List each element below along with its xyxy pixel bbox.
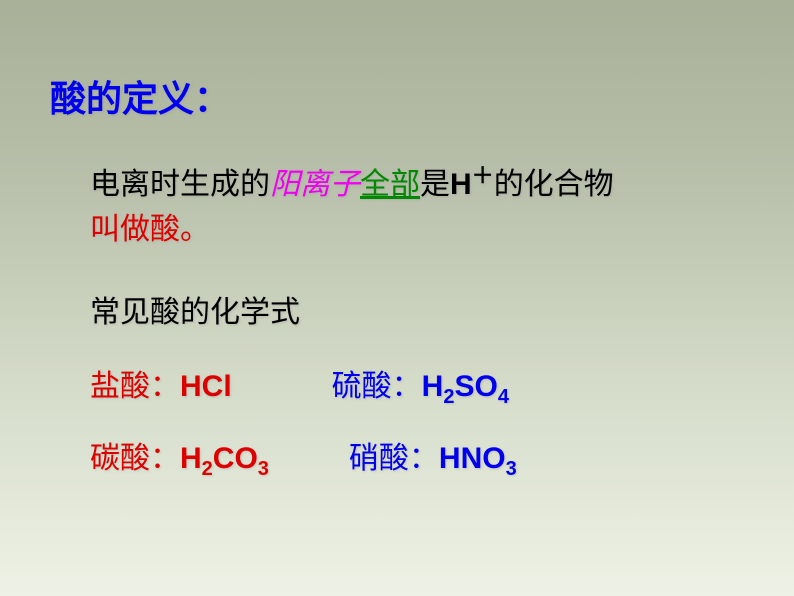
hno3-3: 3 <box>506 458 517 480</box>
hcl-formula: HCl <box>180 370 232 403</box>
h2so4-h: H <box>422 370 444 403</box>
h2so4-2: 2 <box>443 386 454 408</box>
acid-row-1: 盐酸：HCl 硫酸：H2SO4 <box>90 361 744 405</box>
hno3-hno: HNO <box>439 442 506 475</box>
def-called: 叫做酸。 <box>90 213 210 246</box>
hcl-label: 盐酸： <box>90 361 180 405</box>
def-is: 是 <box>420 168 450 201</box>
def-all: 全部 <box>360 168 420 201</box>
hplus-plus: ＋ <box>472 163 494 188</box>
h2co3-h: H <box>180 442 202 475</box>
slide-title: 酸的定义： <box>50 70 744 122</box>
h2so4-formula: H2SO4 <box>422 370 509 403</box>
acid-row-2: 碳酸：H2CO3硝酸：HNO3 <box>90 433 744 477</box>
def-part2: 的化合物 <box>494 168 614 201</box>
h2so4-so: SO <box>454 370 497 403</box>
slide-content: 酸的定义： 电离时生成的阳离子全部是H＋的化合物叫做酸。 常见酸的化学式 盐酸：… <box>0 0 794 477</box>
h2so4-4: 4 <box>498 386 509 408</box>
def-cation: 阳离子 <box>270 168 360 201</box>
hno3-label: 硝酸： <box>349 433 439 477</box>
common-acids-heading: 常见酸的化学式 <box>90 287 744 331</box>
h2co3-3: 3 <box>258 458 269 480</box>
hplus-h: H <box>450 168 472 201</box>
hno3-formula: HNO3 <box>439 442 517 475</box>
h2co3-2: 2 <box>202 458 213 480</box>
h2co3-label: 碳酸： <box>90 433 180 477</box>
h2co3-formula: H2CO3 <box>180 442 269 475</box>
def-part1: 电离时生成的 <box>90 168 270 201</box>
h2so4-label: 硫酸： <box>332 361 422 405</box>
h2co3-co: CO <box>213 442 258 475</box>
acid-definition: 电离时生成的阳离子全部是H＋的化合物叫做酸。 <box>90 162 744 252</box>
